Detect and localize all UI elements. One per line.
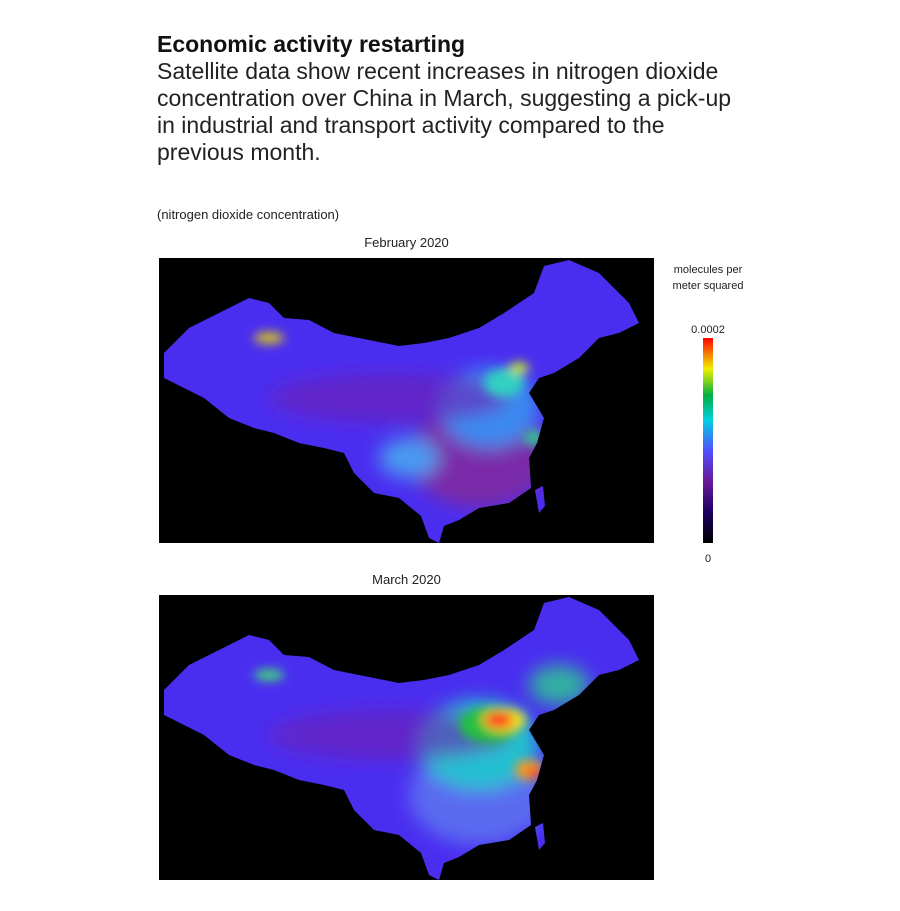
panel-title: March 2020	[372, 572, 441, 587]
title: Economic activity restarting	[157, 31, 466, 57]
colorbar-tick-label: 0	[704, 553, 712, 565]
colorbar-label: molecules per meter squared	[672, 264, 744, 292]
panel-title: February 2020	[364, 235, 449, 250]
map-march	[159, 595, 654, 880]
colorbar	[703, 338, 713, 543]
note: (nitrogen dioxide concentration)	[157, 207, 340, 222]
subtitle: Satellite data show recent increases in …	[157, 58, 732, 165]
map-february	[159, 258, 654, 543]
colorbar-tick-label: 0.0002	[691, 324, 725, 336]
